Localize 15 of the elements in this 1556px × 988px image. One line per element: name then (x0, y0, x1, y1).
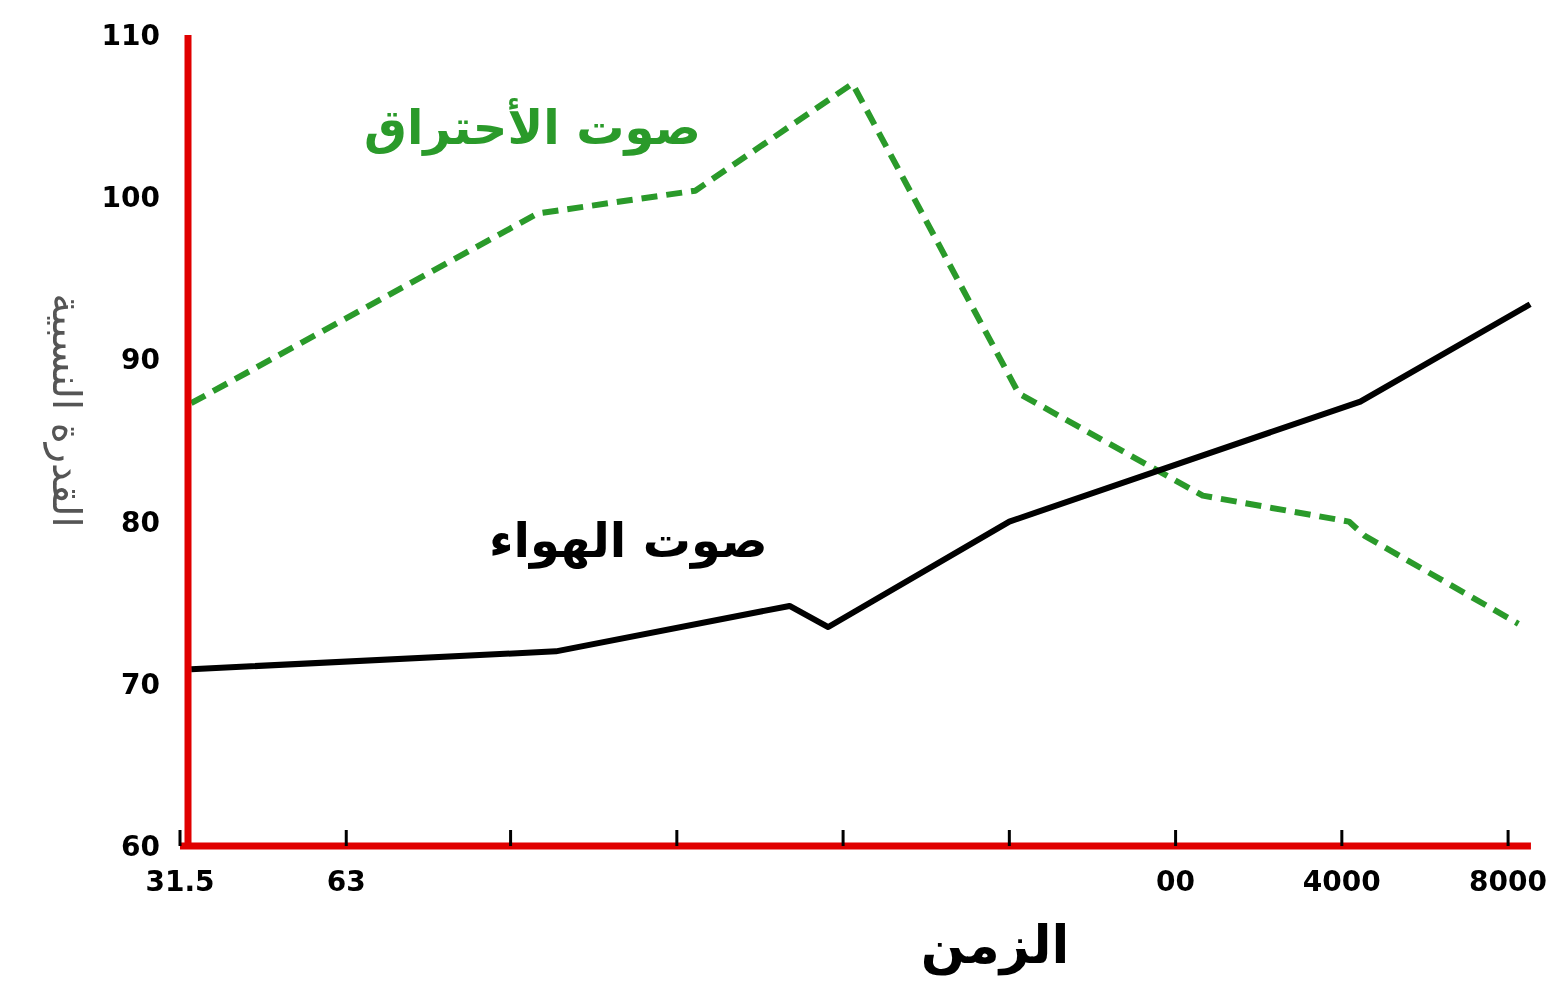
y-tick-label: 80 (121, 505, 160, 539)
x-tick-label: 00 (1156, 865, 1196, 898)
x-tick-label: 31.5 (145, 865, 215, 898)
x-axis-title: الزمن (920, 915, 1070, 976)
y-axis-title: القدرة النسبية (43, 293, 90, 528)
y-tick-label: 110 (101, 19, 160, 52)
x-tick-label: 63 (326, 865, 366, 898)
x-tick-label: 8000 (1469, 865, 1548, 898)
series-label: صوت الأحتراق (363, 97, 702, 156)
y-tick-label: 60 (121, 830, 160, 863)
series-label: صوت الهواء (488, 512, 768, 570)
y-tick-label: 100 (101, 181, 160, 215)
x-tick-label: 4000 (1302, 865, 1381, 898)
y-tick-label: 90 (121, 343, 160, 377)
y-tick-label: 70 (121, 667, 160, 701)
